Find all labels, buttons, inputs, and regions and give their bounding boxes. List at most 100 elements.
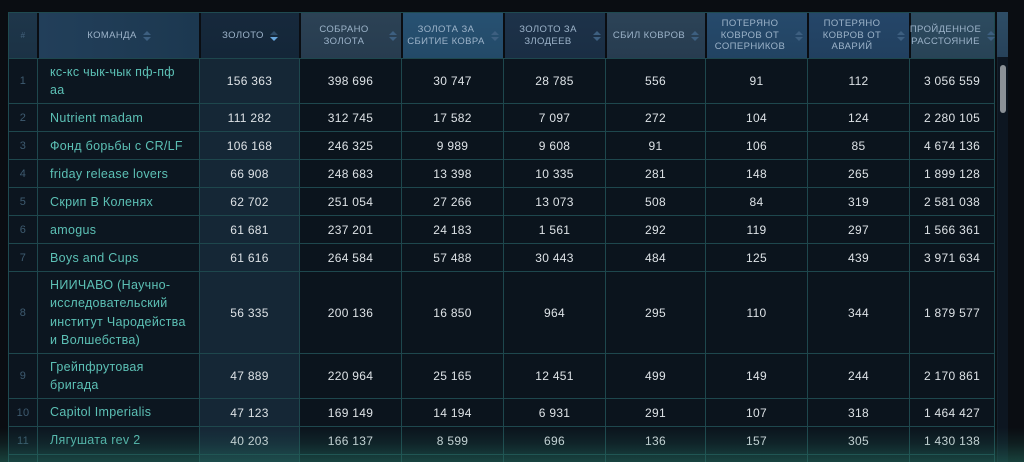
table-row: 2 Nutrient madam 111 282 312 745 17 582 7 097… xyxy=(9,103,994,132)
column-label: СОБРАНО ЗОЛОТА xyxy=(319,23,369,47)
value-cell: 91 xyxy=(705,58,807,104)
column-header-rank[interactable]: # xyxy=(9,13,37,58)
value-cell: 248 683 xyxy=(299,159,401,188)
table-row: 11 Лягушата rev 2 40 203 166 137 8 599 696 136… xyxy=(9,426,994,454)
value-cell: 47 889 xyxy=(199,352,299,398)
team-name-link[interactable]: Nutrient madam xyxy=(37,103,199,132)
table-row: 9 Грейпфрутовая бригада 47 889 220 964 25 16… xyxy=(9,352,994,398)
value-cell: 9 608 xyxy=(503,131,605,160)
value-cell: 6 931 xyxy=(503,398,605,426)
column-label: ЗОЛОТА ЗА СБИТИЕ КОВРА xyxy=(407,23,485,47)
value-cell: 14 194 xyxy=(401,398,503,426)
column-header-gold-for-carpet-kill[interactable]: ЗОЛОТА ЗА СБИТИЕ КОВРА xyxy=(401,13,503,58)
team-name-link[interactable]: Грейпфрутовая бригада xyxy=(37,352,199,398)
column-header-carpets-lost-to-crashes[interactable]: ПОТЕРЯНО КОВРОВ ОТ АВАРИЙ xyxy=(807,13,909,58)
sort-arrows-icon xyxy=(897,30,905,41)
value-cell: 272 xyxy=(605,103,705,132)
value-cell: 281 xyxy=(605,159,705,188)
column-label: ПРОЙДЕННОЕ РАССТОЯНИЕ xyxy=(909,23,982,47)
column-header-team[interactable]: КОМАНДА xyxy=(37,13,199,58)
column-header-gold-for-villains[interactable]: ЗОЛОТО ЗА ЗЛОДЕЕВ xyxy=(503,13,605,58)
value-cell: 1 566 361 xyxy=(909,215,994,244)
column-header-gold[interactable]: ЗОЛОТО xyxy=(199,13,299,58)
team-name-link[interactable]: Basis xyxy=(37,454,199,462)
rank-cell: 2 xyxy=(9,103,37,132)
rank-cell: 4 xyxy=(9,159,37,188)
value-cell: 84 xyxy=(705,187,807,216)
value-cell: 220 964 xyxy=(299,352,401,398)
value-cell: 283 xyxy=(807,454,909,462)
value-cell: 1 430 138 xyxy=(909,426,994,454)
value-cell: 12 451 xyxy=(503,352,605,398)
value-cell: 246 325 xyxy=(299,131,401,160)
rank-cell: 1 xyxy=(9,58,37,104)
rank-cell: 11 xyxy=(9,426,37,454)
value-cell: 291 xyxy=(605,398,705,426)
table-row: 7 Boys and Cups 61 616 264 584 57 488 30 443 4… xyxy=(9,243,994,272)
value-cell: 499 xyxy=(605,352,705,398)
value-cell: 7 097 xyxy=(503,103,605,132)
value-cell: 110 xyxy=(705,271,807,353)
team-name-link[interactable]: Фонд борьбы с CR/LF xyxy=(37,131,199,160)
rank-cell: 6 xyxy=(9,215,37,244)
column-header-carpets-lost-to-rivals[interactable]: ПОТЕРЯНО КОВРОВ ОТ СОПЕРНИКОВ xyxy=(705,13,807,58)
team-name-link[interactable]: amogus xyxy=(37,215,199,244)
value-cell: 696 xyxy=(503,426,605,454)
column-label: ЗОЛОТО xyxy=(222,29,264,41)
value-cell: 3 056 559 xyxy=(909,58,994,104)
vertical-scrollbar[interactable] xyxy=(997,12,1008,462)
value-cell: 243 xyxy=(605,454,705,462)
leaderboard: # КОМАНДА ЗОЛОТО СОБРАНО ЗОЛОТА ЗОЛОТА ЗА СБ… xyxy=(8,12,1008,462)
rank-cell: 5 xyxy=(9,187,37,216)
value-cell: 17 582 xyxy=(401,103,503,132)
value-cell: 9 989 xyxy=(401,131,503,160)
rank-cell: 9 xyxy=(9,352,37,398)
value-cell: 297 xyxy=(807,215,909,244)
value-cell: 104 xyxy=(705,103,807,132)
column-label: КОМАНДА xyxy=(87,29,137,41)
table-header: # КОМАНДА ЗОЛОТО СОБРАНО ЗОЛОТА ЗОЛОТА ЗА СБ… xyxy=(9,13,996,58)
value-cell: 136 xyxy=(605,426,705,454)
value-cell: 61 616 xyxy=(199,243,299,272)
value-cell: 319 xyxy=(807,187,909,216)
sort-arrows-icon xyxy=(593,30,601,41)
vertical-scrollbar-thumb[interactable] xyxy=(1000,65,1006,113)
value-cell: 106 xyxy=(705,131,807,160)
value-cell: 40 203 xyxy=(199,426,299,454)
value-cell: 295 xyxy=(605,271,705,353)
scrollbar-header-cap xyxy=(997,12,1008,57)
team-name-link[interactable]: НИИЧАВО (Научно-исследовательский инстит… xyxy=(37,271,199,353)
value-cell: 10 335 xyxy=(503,159,605,188)
team-name-link[interactable]: Лягушата rev 2 xyxy=(37,426,199,454)
value-cell: 398 696 xyxy=(299,58,401,104)
value-cell: 2 581 038 xyxy=(909,187,994,216)
value-cell: 13 073 xyxy=(503,187,605,216)
value-cell: 57 488 xyxy=(401,243,503,272)
team-name-link[interactable]: Скрип В Коленях xyxy=(37,187,199,216)
table-body: 1 кс-кс чык-чык пф-пф аа 156 363 398 696 30 … xyxy=(9,58,994,462)
value-cell: 106 168 xyxy=(199,131,299,160)
value-cell: 28 785 xyxy=(503,58,605,104)
table-row: 10 Capitol Imperialis 47 123 169 149 14 194 6… xyxy=(9,398,994,426)
rank-cell: 12 xyxy=(9,454,37,462)
column-header-gold-collected[interactable]: СОБРАНО ЗОЛОТА xyxy=(299,13,401,58)
value-cell: 16 850 xyxy=(401,271,503,353)
value-cell: 30 443 xyxy=(503,243,605,272)
team-name-link[interactable]: кс-кс чык-чык пф-пф аа xyxy=(37,58,199,104)
value-cell: 30 747 xyxy=(401,58,503,104)
sort-arrows-icon xyxy=(389,30,397,41)
value-cell: 305 xyxy=(807,426,909,454)
value-cell: 964 xyxy=(503,271,605,353)
value-cell: 112 xyxy=(807,58,909,104)
team-name-link[interactable]: friday release lovers xyxy=(37,159,199,188)
value-cell: 439 xyxy=(807,243,909,272)
column-header-distance[interactable]: ПРОЙДЕННОЕ РАССТОЯНИЕ xyxy=(909,13,996,58)
value-cell: 62 702 xyxy=(199,187,299,216)
sort-arrows-icon xyxy=(691,30,700,41)
team-name-link[interactable]: Boys and Cups xyxy=(37,243,199,272)
column-header-carpets-shot-down[interactable]: СБИЛ КОВРОВ xyxy=(605,13,705,58)
value-cell: 8 599 xyxy=(401,426,503,454)
value-cell: 14 246 xyxy=(401,454,503,462)
team-name-link[interactable]: Capitol Imperialis xyxy=(37,398,199,426)
vertical-scrollbar-track[interactable] xyxy=(997,57,1008,462)
